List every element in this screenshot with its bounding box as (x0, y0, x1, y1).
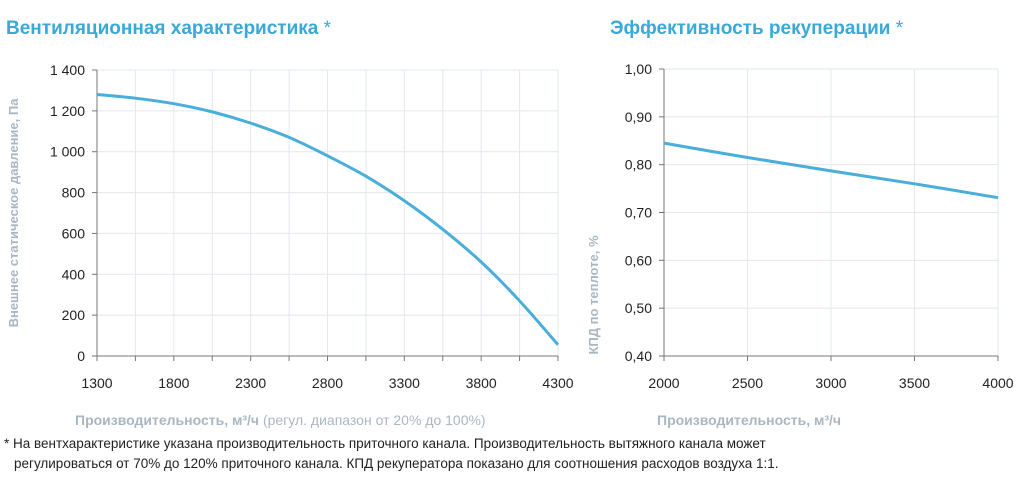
y-tick-label: 0,50 (625, 300, 652, 316)
chart-title-recuperation: Эффективность рекуперации * (610, 18, 903, 40)
xlabel-unit: , м³/ч (806, 412, 842, 428)
xlabel-bold: Производительность (75, 412, 225, 428)
y-tick-label: 1 200 (50, 103, 85, 119)
y-tick-label: 800 (62, 185, 86, 201)
x-tick-label: 4000 (982, 375, 1013, 391)
x-tick-label: 1300 (81, 375, 112, 391)
chart-title-ventilation: Вентиляционная характеристика * (6, 18, 331, 40)
footnote-line-1: * На вентхарактеристике указана производ… (4, 436, 766, 451)
y-tick-label: 400 (62, 266, 86, 282)
x-axis-label-recuperation: Производительность, м³/ч (657, 412, 841, 428)
y-tick-label: 0,90 (625, 109, 652, 125)
xlabel-bold: Производительность (657, 412, 807, 428)
title-text: Вентиляционная характеристика (6, 18, 319, 39)
series-line (663, 141, 999, 200)
y-tick-label: 600 (62, 225, 86, 241)
title-mark: * (895, 18, 904, 39)
title-mark: * (323, 18, 332, 39)
footnote: * На вентхарактеристике указана производ… (4, 434, 779, 474)
y-tick-label: 0,80 (625, 157, 652, 173)
y-tick-label: 0,60 (625, 252, 652, 268)
x-tick-label: 2000 (648, 375, 679, 391)
x-tick-label: 2300 (235, 375, 266, 391)
y-tick-label: 0,70 (625, 205, 652, 221)
series-line (96, 93, 560, 346)
x-tick-label: 3500 (899, 375, 930, 391)
x-tick-label: 2800 (312, 375, 343, 391)
y-tick-label: 1 000 (50, 144, 85, 160)
x-axis-label-ventilation: Производительность, м³/ч (регул. диапазо… (75, 412, 486, 428)
y-axis-label: КПД по теплоте, % (586, 235, 601, 355)
x-tick-label: 3300 (389, 375, 420, 391)
y-tick-label: 0 (77, 348, 85, 364)
y-axis-label: Внешнее статическое давление, Па (6, 98, 21, 328)
x-tick-label: 3800 (466, 375, 497, 391)
xlabel-note: (регул. диапазон от 20% до 100%) (259, 412, 486, 428)
x-tick-label: 3000 (815, 375, 846, 391)
y-tick-label: 200 (62, 307, 86, 323)
footnote-line-2: регулироваться от 70% до 120% приточного… (14, 456, 779, 471)
title-text: Эффективность рекуперации (610, 18, 891, 39)
x-tick-label: 1800 (158, 375, 189, 391)
x-tick-label: 4300 (542, 375, 573, 391)
y-tick-label: 0,40 (625, 348, 652, 364)
xlabel-unit: , м³/ч (224, 412, 260, 428)
y-tick-label: 1,00 (625, 61, 652, 77)
x-tick-label: 2500 (732, 375, 763, 391)
y-tick-label: 1 400 (50, 62, 85, 78)
